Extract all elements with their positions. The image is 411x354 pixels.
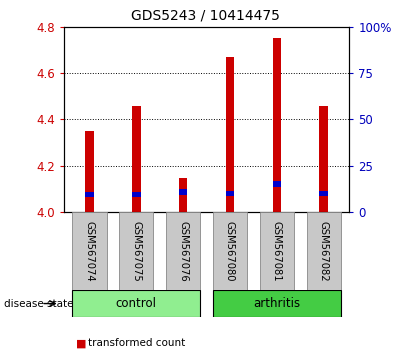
Text: GSM567080: GSM567080 — [225, 221, 235, 281]
Text: GSM567074: GSM567074 — [84, 221, 95, 282]
Bar — [119, 212, 153, 290]
Bar — [85, 192, 94, 197]
Bar — [72, 212, 106, 290]
Bar — [307, 212, 341, 290]
Bar — [319, 190, 328, 196]
Text: GSM567082: GSM567082 — [319, 221, 329, 282]
Text: ■: ■ — [76, 338, 87, 348]
Bar — [72, 290, 200, 317]
Text: arthritis: arthritis — [253, 297, 300, 310]
Text: GSM567081: GSM567081 — [272, 221, 282, 282]
Bar — [179, 189, 187, 195]
Bar — [213, 212, 247, 290]
Text: GDS5243 / 10414475: GDS5243 / 10414475 — [131, 9, 280, 23]
Bar — [226, 57, 234, 212]
Bar — [132, 192, 141, 197]
Text: GSM567075: GSM567075 — [131, 221, 141, 282]
Bar — [319, 105, 328, 212]
Bar — [260, 212, 294, 290]
Bar — [213, 290, 341, 317]
Text: control: control — [116, 297, 157, 310]
Text: transformed count: transformed count — [88, 338, 186, 348]
Bar — [272, 38, 281, 212]
Bar — [226, 190, 234, 196]
Text: disease state: disease state — [4, 298, 74, 309]
Bar — [272, 181, 281, 187]
Bar — [179, 178, 187, 212]
Bar — [132, 105, 141, 212]
Bar — [166, 212, 200, 290]
Bar — [85, 131, 94, 212]
Text: GSM567076: GSM567076 — [178, 221, 188, 282]
